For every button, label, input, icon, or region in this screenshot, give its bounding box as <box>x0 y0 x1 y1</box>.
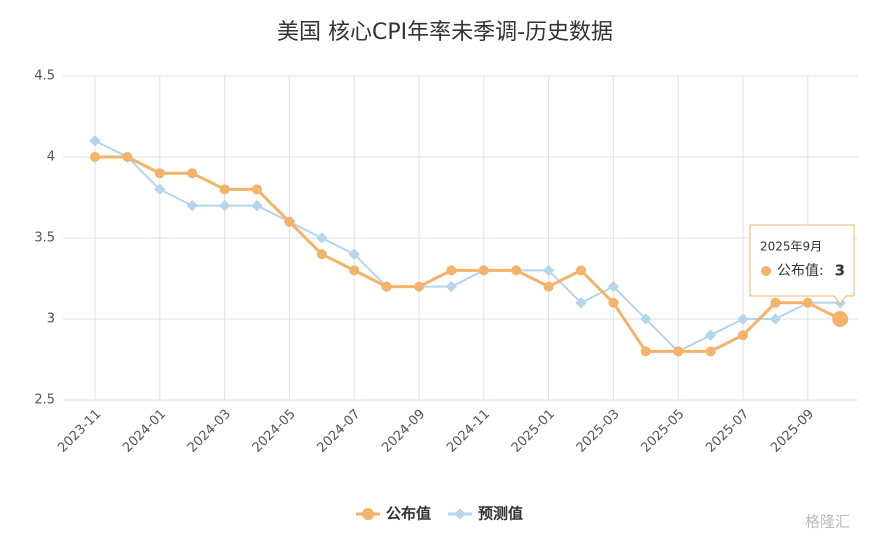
point <box>316 232 328 244</box>
point <box>737 313 749 325</box>
point <box>640 346 651 357</box>
point <box>186 199 198 212</box>
x-tick-label: 2025-01 <box>509 407 558 456</box>
point <box>542 264 555 277</box>
y-tick-label: 2.5 <box>34 393 55 408</box>
point <box>608 297 619 308</box>
point <box>122 152 133 162</box>
point <box>832 311 849 327</box>
line <box>95 155 841 353</box>
point <box>89 135 101 147</box>
point <box>251 199 263 212</box>
point <box>218 199 231 212</box>
x-tick-label: 2025-05 <box>638 407 687 456</box>
point <box>511 265 522 276</box>
tooltip-title: 2025年9月 <box>760 240 822 254</box>
x-tick-label: 2023-11 <box>55 407 104 456</box>
x-tick-label: 2024-11 <box>444 407 493 456</box>
x-tick-label: 2024-03 <box>185 407 234 456</box>
point <box>770 297 781 308</box>
point <box>348 248 360 260</box>
x-tick-label: 2024-07 <box>314 407 363 456</box>
point <box>445 280 458 293</box>
point <box>769 313 782 325</box>
point <box>154 168 165 179</box>
y-tick-label: 4 <box>47 150 55 165</box>
point <box>576 265 586 276</box>
x-tick-label: 2024-05 <box>250 407 299 456</box>
chart-title: 美国 核心CPI年率未季调-历史数据 <box>277 20 613 45</box>
point <box>316 249 327 260</box>
x-tick-label: 2025-07 <box>703 407 752 456</box>
point <box>543 281 554 292</box>
tooltip-symbol <box>761 266 771 276</box>
legend-symbol <box>454 508 466 520</box>
tooltip-value: 3 <box>835 262 845 280</box>
point <box>284 216 295 227</box>
point <box>446 265 457 276</box>
point <box>575 297 587 309</box>
x-tick-label: 2024-01 <box>120 407 169 456</box>
y-tick-label: 3 <box>47 312 55 327</box>
x-tick-label: 2025-03 <box>574 407 623 456</box>
point <box>607 280 620 293</box>
point <box>187 168 198 179</box>
point <box>90 152 100 162</box>
tooltip-box <box>749 224 855 305</box>
point <box>478 265 489 276</box>
point <box>673 346 684 357</box>
tooltip-label: 公布值: <box>777 263 824 279</box>
x-tick-label: 2024-09 <box>379 407 428 456</box>
point <box>414 281 424 292</box>
line <box>94 139 841 353</box>
x-tick-label: 2025-09 <box>768 407 817 456</box>
point <box>802 297 813 308</box>
point <box>252 184 262 195</box>
point <box>704 329 717 341</box>
point <box>381 281 392 292</box>
point <box>640 313 652 325</box>
point <box>738 330 748 341</box>
legend-symbol <box>362 508 374 520</box>
point <box>349 265 360 276</box>
legend-label: 预测值 <box>478 505 523 523</box>
point <box>219 184 230 195</box>
legend-label: 公布值 <box>386 505 431 523</box>
point <box>154 183 166 196</box>
y-tick-label: 4.5 <box>34 69 55 84</box>
y-tick-label: 3.5 <box>34 231 55 246</box>
point <box>705 346 716 357</box>
watermark: 格隆汇 <box>805 513 850 531</box>
